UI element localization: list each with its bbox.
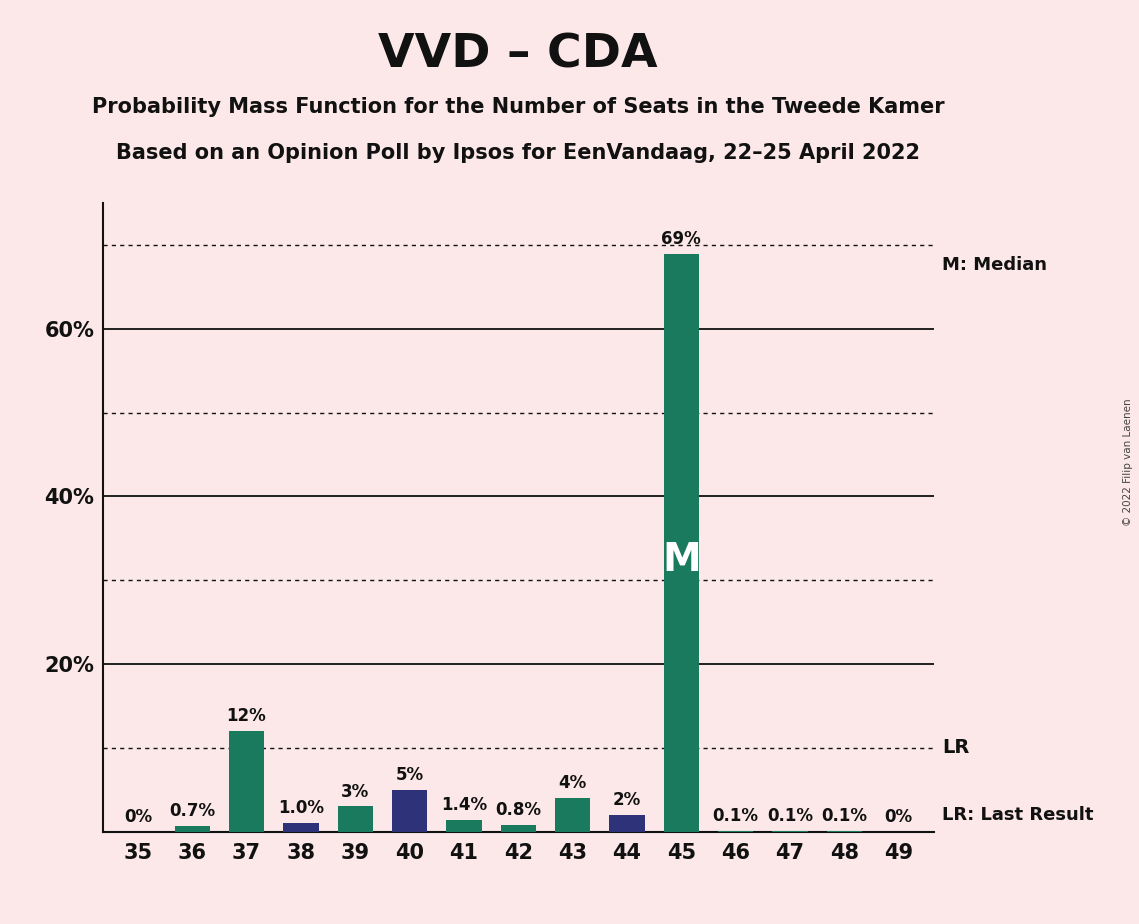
Text: 12%: 12% bbox=[227, 707, 267, 725]
Bar bbox=[446, 820, 482, 832]
Text: 0.1%: 0.1% bbox=[713, 807, 759, 825]
Text: 0.8%: 0.8% bbox=[495, 801, 541, 819]
Bar bbox=[174, 826, 210, 832]
Text: M: M bbox=[662, 541, 700, 579]
Bar bbox=[609, 815, 645, 832]
Text: 1.4%: 1.4% bbox=[441, 796, 487, 814]
Text: LR: Last Result: LR: Last Result bbox=[942, 806, 1093, 824]
Text: 1.0%: 1.0% bbox=[278, 799, 323, 818]
Text: 5%: 5% bbox=[395, 766, 424, 784]
Text: 0.7%: 0.7% bbox=[169, 802, 215, 820]
Text: 0.1%: 0.1% bbox=[821, 807, 867, 825]
Text: © 2022 Filip van Laenen: © 2022 Filip van Laenen bbox=[1123, 398, 1133, 526]
Text: Based on an Opinion Poll by Ipsos for EenVandaag, 22–25 April 2022: Based on an Opinion Poll by Ipsos for Ee… bbox=[116, 143, 920, 164]
Text: M: Median: M: Median bbox=[942, 257, 1047, 274]
Text: LR: LR bbox=[942, 738, 969, 758]
Text: 3%: 3% bbox=[341, 783, 369, 800]
Text: 2%: 2% bbox=[613, 791, 641, 809]
Text: 0%: 0% bbox=[124, 808, 151, 826]
Text: Probability Mass Function for the Number of Seats in the Tweede Kamer: Probability Mass Function for the Number… bbox=[92, 97, 944, 117]
Bar bbox=[284, 823, 319, 832]
Text: 0%: 0% bbox=[885, 808, 912, 826]
Bar bbox=[229, 731, 264, 832]
Bar bbox=[337, 807, 372, 832]
Text: 0.1%: 0.1% bbox=[767, 807, 813, 825]
Bar bbox=[664, 253, 699, 832]
Text: VVD – CDA: VVD – CDA bbox=[378, 32, 658, 78]
Bar bbox=[555, 798, 590, 832]
Bar bbox=[392, 790, 427, 832]
Bar bbox=[500, 825, 536, 832]
Text: 69%: 69% bbox=[662, 230, 702, 248]
Text: 4%: 4% bbox=[558, 774, 587, 792]
